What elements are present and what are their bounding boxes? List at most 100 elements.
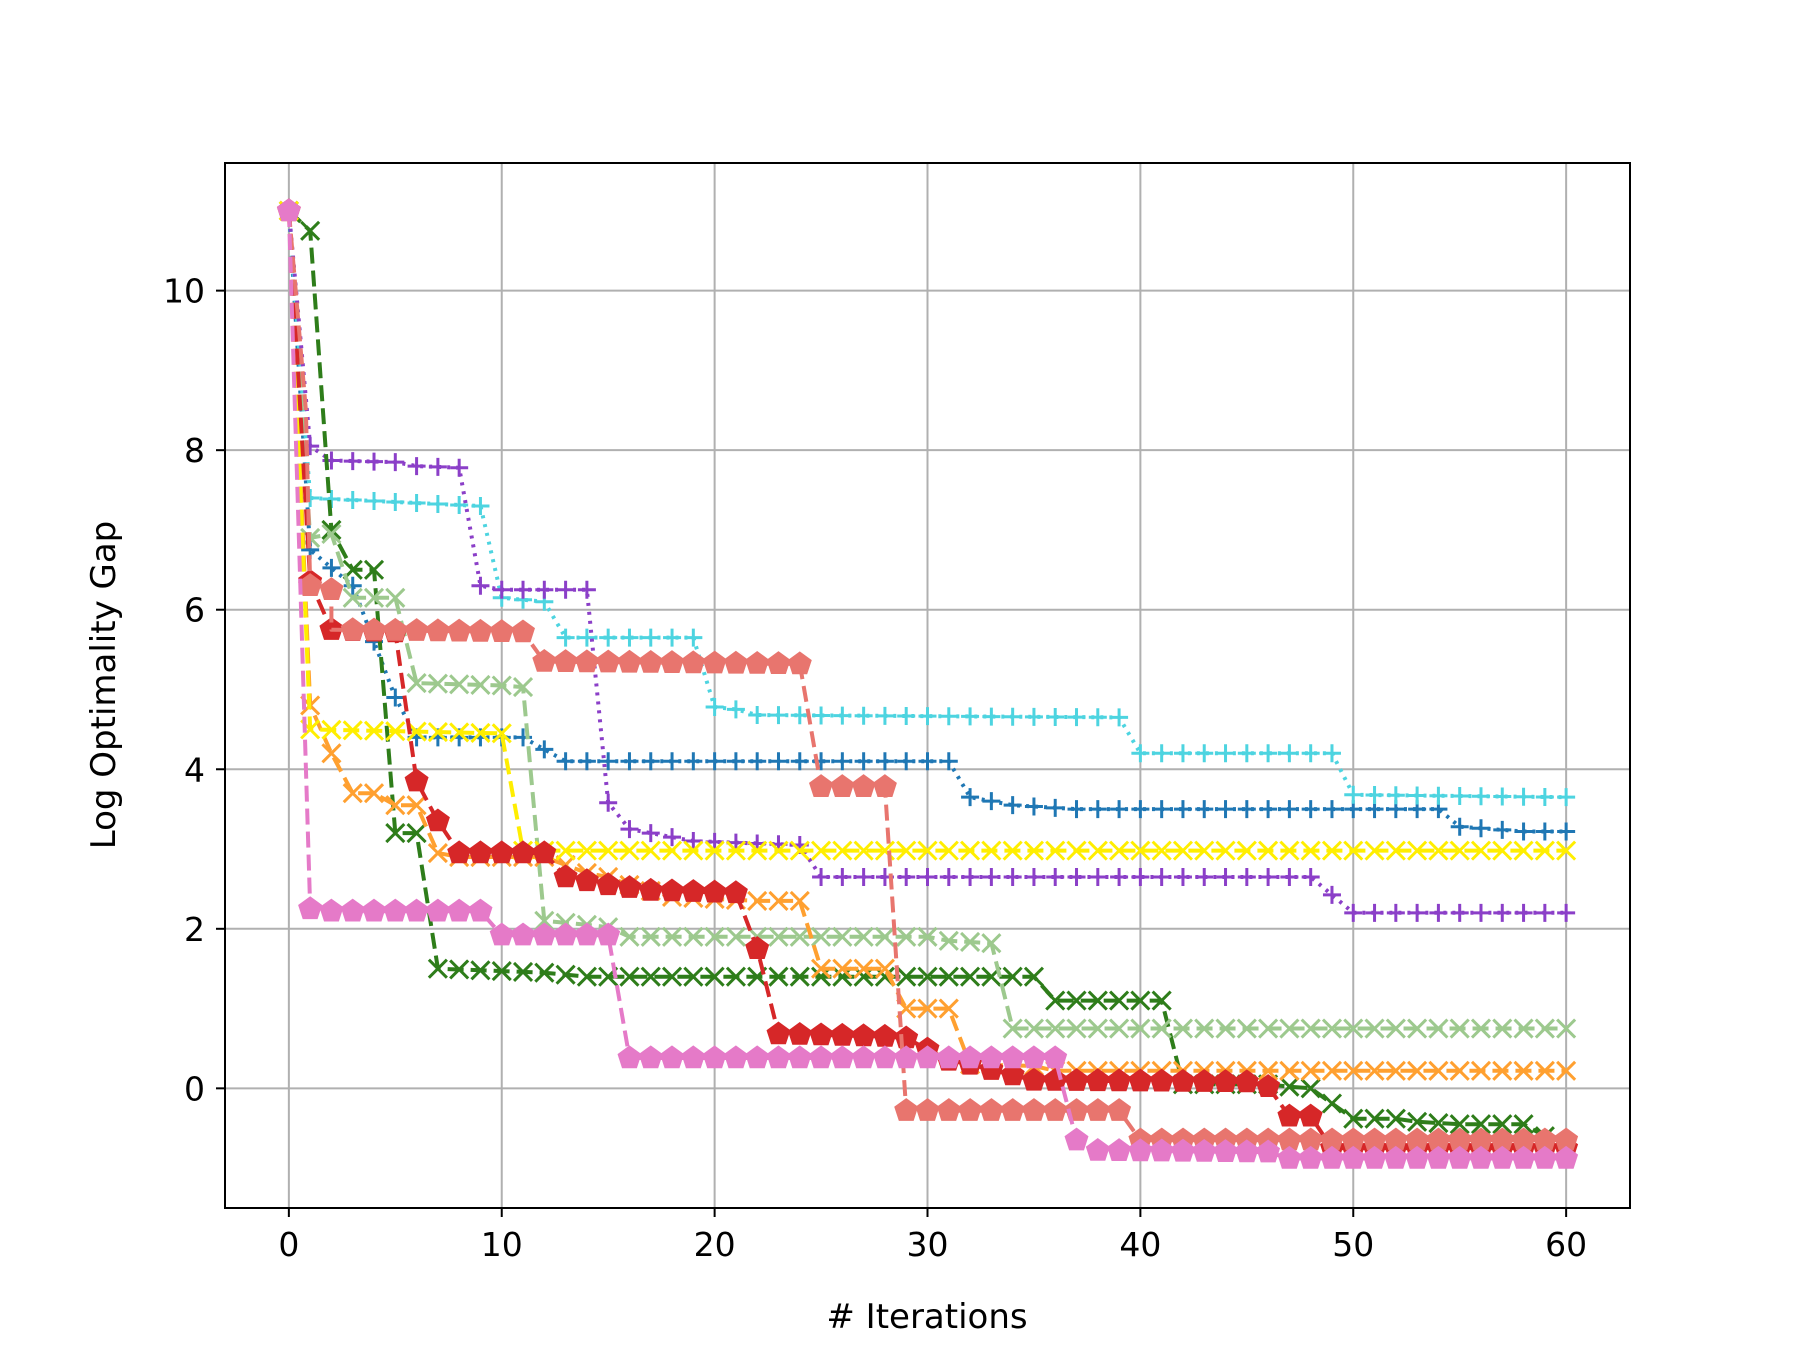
plus-marker xyxy=(1067,867,1086,886)
x-marker xyxy=(1130,840,1151,861)
y-tick-label: 2 xyxy=(184,910,205,949)
x-marker xyxy=(874,958,895,979)
plus-marker xyxy=(1514,822,1533,841)
x-marker xyxy=(1194,1018,1215,1039)
pentagon-marker xyxy=(872,774,897,797)
pentagon-marker xyxy=(979,1098,1004,1121)
x-marker xyxy=(1513,1018,1534,1039)
pentagon-marker xyxy=(766,1021,791,1045)
plus-marker xyxy=(1280,867,1299,886)
pentagon-marker xyxy=(745,650,770,674)
x-tick-label: 30 xyxy=(907,1225,949,1264)
plus-marker xyxy=(1216,800,1235,819)
pentagon-marker xyxy=(851,774,876,797)
y-tick-label: 0 xyxy=(184,1069,205,1108)
plus-marker xyxy=(365,452,384,471)
plus-marker xyxy=(939,752,958,771)
pentagon-marker xyxy=(1277,1103,1302,1127)
x-marker xyxy=(406,673,427,694)
x-marker xyxy=(555,964,576,985)
plus-marker xyxy=(1173,867,1192,886)
plus-marker xyxy=(1301,744,1320,763)
plus-marker xyxy=(641,824,660,843)
plus-marker xyxy=(854,706,873,725)
x-marker xyxy=(1300,1060,1321,1081)
x-marker xyxy=(704,926,725,947)
x-marker xyxy=(640,966,661,987)
x-marker xyxy=(1513,1060,1534,1081)
plus-marker xyxy=(1322,800,1341,819)
x-marker xyxy=(1364,840,1385,861)
series-2 xyxy=(279,201,1576,807)
plus-marker xyxy=(961,788,980,807)
plus-marker xyxy=(343,491,362,510)
x-marker xyxy=(1258,840,1279,861)
pentagon-marker xyxy=(936,1045,961,1069)
pentagon-marker xyxy=(1170,1068,1195,1092)
x-marker xyxy=(1470,1114,1492,1135)
pentagon-marker xyxy=(404,768,429,792)
x-marker xyxy=(1343,1018,1364,1039)
plus-marker xyxy=(1003,707,1022,726)
plus-marker xyxy=(1259,744,1278,763)
x-marker xyxy=(1534,840,1555,861)
pentagon-marker xyxy=(489,922,514,946)
pentagon-marker xyxy=(1021,1067,1046,1091)
plus-marker xyxy=(1450,903,1469,922)
plus-marker xyxy=(684,628,703,647)
x-marker xyxy=(938,930,959,951)
pentagon-marker xyxy=(723,650,748,674)
pentagon-marker xyxy=(447,618,472,642)
x-marker xyxy=(1449,1114,1470,1135)
y-tick-label: 10 xyxy=(163,272,205,311)
pentagon-marker xyxy=(638,1045,663,1069)
plus-marker xyxy=(535,740,554,759)
plus-marker xyxy=(1259,867,1278,886)
plus-marker xyxy=(1301,800,1320,819)
plus-marker xyxy=(812,706,831,725)
x-marker xyxy=(683,966,704,987)
x-marker xyxy=(853,926,874,947)
plus-marker xyxy=(577,580,596,599)
pentagon-marker xyxy=(936,1098,961,1121)
pentagon-marker xyxy=(276,198,301,222)
pentagon-marker xyxy=(787,1045,812,1069)
plus-marker xyxy=(1557,788,1576,807)
x-marker xyxy=(491,723,512,744)
plus-marker xyxy=(684,832,703,851)
x-axis-title: # Iterations xyxy=(826,1297,1027,1337)
pentagon-marker xyxy=(1277,1145,1302,1169)
pentagon-marker xyxy=(660,878,685,902)
pentagon-marker xyxy=(766,1045,791,1069)
plus-marker xyxy=(428,495,447,514)
pentagon-marker xyxy=(1064,1068,1089,1091)
plus-marker xyxy=(1493,903,1512,922)
plus-marker xyxy=(1046,867,1065,886)
series-7 xyxy=(278,200,1577,861)
plus-marker xyxy=(939,867,958,886)
plus-marker xyxy=(641,752,660,771)
x-marker xyxy=(1023,840,1045,861)
pentagon-marker xyxy=(1298,1145,1323,1169)
x-marker xyxy=(1300,1018,1321,1039)
x-marker xyxy=(1087,990,1108,1011)
x-marker xyxy=(1066,1018,1087,1039)
x-marker xyxy=(385,795,406,816)
x-marker xyxy=(1130,1018,1151,1039)
x-marker xyxy=(1066,840,1087,861)
x-marker xyxy=(960,931,981,953)
x-marker xyxy=(768,840,789,861)
series-10 xyxy=(276,198,1579,1169)
x-marker xyxy=(661,926,683,947)
plus-marker xyxy=(1131,744,1150,763)
x-marker xyxy=(1321,840,1343,861)
plus-marker xyxy=(1471,903,1490,922)
plus-marker xyxy=(1557,822,1576,841)
x-marker xyxy=(1087,1018,1108,1039)
x-marker xyxy=(427,842,448,864)
pentagon-marker xyxy=(617,875,642,898)
plus-marker xyxy=(1408,903,1427,922)
plus-marker xyxy=(1216,867,1235,886)
x-marker xyxy=(1407,1060,1428,1081)
plus-marker xyxy=(1386,786,1405,805)
